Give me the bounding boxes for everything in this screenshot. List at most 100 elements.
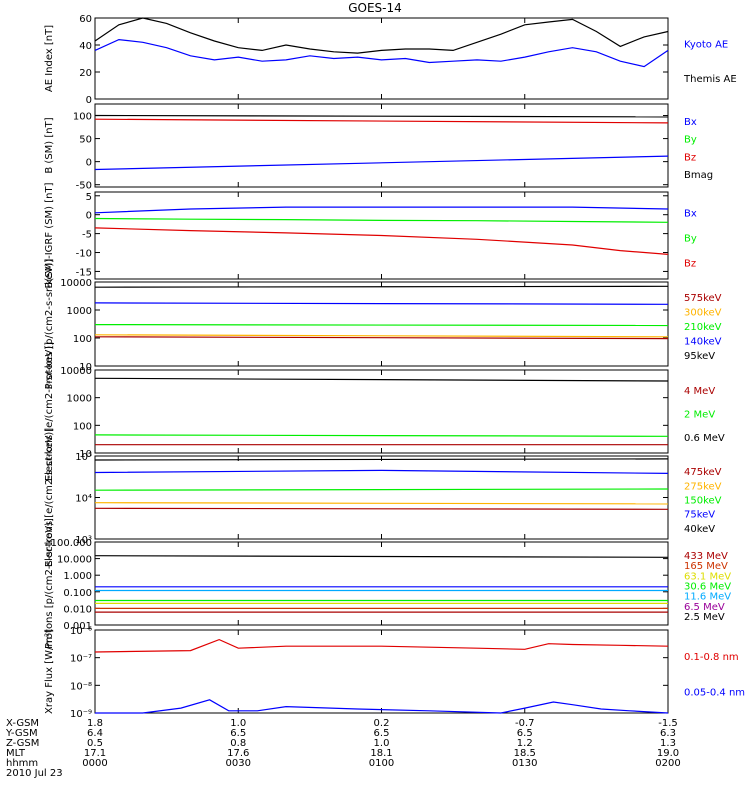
x-axis-value: 17.6 [227,748,249,759]
legend-entry: 433 MeV [684,551,728,562]
y-tick-label: 10⁵ [75,452,92,463]
y-tick-label: 10⁻⁶ [70,626,92,637]
legend-entry: Bz [684,259,696,270]
x-axis-value: 0100 [369,758,394,769]
x-axis-value: 6.5 [517,728,533,739]
panel-frame [94,281,669,367]
y-tick-label: 1.000 [63,571,92,582]
y-tick-label: 1000 [67,394,92,405]
series-line-575kev [94,336,669,340]
x-axis-value: 6.5 [230,728,246,739]
y-tick-label: 10000 [60,366,92,377]
legend-entry: Bx [684,117,697,128]
legend-entry: 210keV [684,322,722,333]
x-axis-value: 0.2 [374,718,390,729]
legend-entry: 2.5 MeV [684,612,725,623]
x-axis-row-label: X-GSM [6,718,39,729]
y-tick-label: 10³ [75,535,92,546]
y-tick-label: 0 [86,95,92,106]
chart-title: GOES-14 [348,1,402,15]
legend-entry: 40keV [684,524,715,535]
legend-entry: 140keV [684,336,722,347]
x-axis-value: 0.5 [87,738,103,749]
legend-entry: 63.1 MeV [684,571,731,582]
y-axis-label: Protons [p/(cm2-s-sr-keV)] [44,518,55,649]
series-line-2-mev [94,434,669,437]
legend-entry: 575keV [684,293,722,304]
panel-6: 0.001 0.010 0.100 1.000 10.000 100.000Protons… [44,518,731,649]
x-axis-row-label: Y-GSM [5,728,38,739]
x-axis-row-label: MLT [6,748,26,759]
y-tick-label: -15 [76,267,92,278]
y-tick-label: 1000 [67,306,92,317]
y-tick-label: 20 [79,68,92,79]
legend-entry: 0.05-0.4 nm [684,687,745,698]
panel-7: 10⁻⁹ 10⁻⁸ 10⁻⁷ 10⁻⁶ Xray Flux [W/m²] 0.1-0.8 … [44,626,745,720]
x-axis-value: 0030 [226,758,251,769]
y-tick-label: 40 [79,41,92,52]
legend-entry: 0.1-0.8 nm [684,652,739,663]
y-tick-label: 100 [73,421,92,432]
x-axis-row-label: Z-GSM [6,738,39,749]
y-tick-label: 10 [79,362,92,373]
y-axis-label: Protons [p/(cm2-s-sr-keV)] [44,259,55,390]
series-line-bx [94,155,669,171]
x-axis-value: 19.0 [657,748,679,759]
series-line-150kev [94,488,669,491]
series-line-140kev [94,302,669,305]
y-tick-label: 0.001 [63,621,92,632]
y-tick-label: 0 [86,158,92,169]
series-line-2-5-mev [94,555,669,558]
x-axis-value: 0130 [512,758,537,769]
x-axis-value: 1.8 [87,718,103,729]
panel-0: 0 20 40 60 AE Index [nT] Kyoto AE Themis AE [44,14,737,106]
y-tick-label: 60 [79,14,92,25]
legend-entry: 475keV [684,467,722,478]
panel-frame [94,455,669,540]
series-line-475kev [94,507,669,510]
series-line-0-1-0-8-nm [94,638,669,653]
panel-frame [94,369,669,454]
legend-entry: 165 MeV [684,561,728,572]
x-axis-value: 0.8 [230,738,246,749]
x-axis-row-label: 2010 Jul 23 [6,768,63,779]
legend-entry: Kyoto AE [684,39,728,50]
y-axis-label: B (SM) [nT] [44,117,55,173]
legend-entry: 300keV [684,308,722,319]
x-axis-value: 1.0 [230,718,246,729]
legend-entry: By [684,234,697,245]
y-tick-label: 10 [79,449,92,460]
y-tick-label: 0 [86,211,92,222]
legend-entry: 95keV [684,351,715,362]
legend-entry: Bmag [684,170,713,181]
y-tick-label: -5 [82,230,92,241]
x-axis-value: 1.3 [660,738,676,749]
legend-entry: Themis AE [683,74,737,85]
x-axis-value: 18.5 [514,748,536,759]
legend-entry: Bz [684,152,696,163]
x-axis-value: 1.2 [517,738,533,749]
y-tick-label: 10000 [60,278,92,289]
series-line-themis-ae [94,17,669,54]
y-tick-label: -50 [76,181,92,192]
legend-entry: 150keV [684,496,722,507]
series-line-210kev [94,324,669,327]
x-axis-value: 6.3 [660,728,676,739]
x-axis-value: 1.0 [374,738,390,749]
y-tick-label: 10⁻⁹ [70,709,92,720]
y-tick-label: 5 [86,192,92,203]
legend-entry: Bx [684,209,697,220]
series-line-bmag [94,114,669,118]
panel-5: 10³ 10⁴ 10⁵ Electrons [e/(cm2-s-sr-keV)] 475… [44,428,722,567]
legend-entry: By [684,135,697,146]
x-axis-value: 0200 [655,758,680,769]
series-line-bx [94,206,669,214]
legend-entry: 75keV [684,510,715,521]
x-axis-value: -0.7 [515,718,535,729]
series-line-0-05-0-4-nm [95,699,669,714]
legend-entry: 30.6 MeV [684,582,731,593]
